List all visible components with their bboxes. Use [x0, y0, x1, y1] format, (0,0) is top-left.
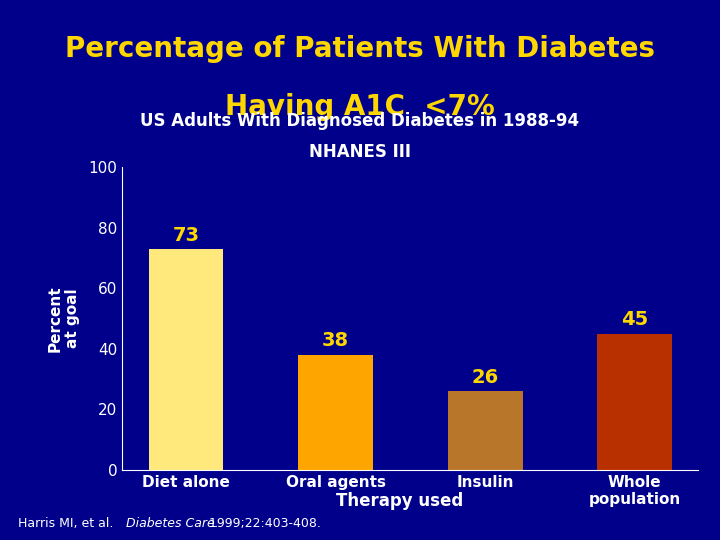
Bar [298, 355, 373, 470]
Text: 1999;22:403-408.: 1999;22:403-408. [205, 517, 321, 530]
Text: NHANES III: NHANES III [309, 143, 411, 161]
Text: 45: 45 [621, 310, 649, 329]
Text: Therapy used: Therapy used [336, 492, 463, 510]
Text: 38: 38 [322, 332, 349, 350]
Bar [598, 334, 672, 470]
Text: Diabetes Care.: Diabetes Care. [126, 517, 219, 530]
Text: 73: 73 [173, 226, 199, 245]
Bar [148, 249, 223, 470]
Text: Percentage of Patients With Diabetes: Percentage of Patients With Diabetes [65, 35, 655, 63]
Text: Harris MI, et al.: Harris MI, et al. [18, 517, 117, 530]
Y-axis label: Percent
at goal: Percent at goal [48, 285, 81, 352]
Text: 26: 26 [472, 368, 499, 387]
Text: US Adults With Diagnosed Diabetes in 1988-94: US Adults With Diagnosed Diabetes in 198… [140, 112, 580, 130]
Text: Having A1C  <7%: Having A1C <7% [225, 93, 495, 121]
Bar [448, 391, 523, 470]
